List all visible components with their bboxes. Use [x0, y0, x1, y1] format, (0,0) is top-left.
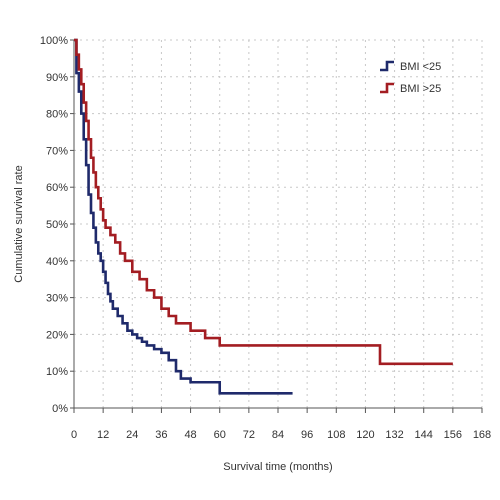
x-tick-label: 24 [126, 429, 138, 441]
y-tick-label: 60% [46, 182, 68, 194]
x-tick-label: 156 [444, 429, 462, 441]
x-tick-label: 84 [272, 429, 284, 441]
x-tick-label: 36 [155, 429, 167, 441]
x-tick-label: 144 [415, 429, 433, 441]
y-tick-label: 40% [46, 256, 68, 268]
legend: BMI <25 BMI >25 [380, 60, 441, 95]
x-tick-label: 120 [356, 429, 374, 441]
legend-item: BMI >25 [380, 82, 441, 95]
y-tick-label: 90% [46, 72, 68, 84]
y-tick-label: 80% [46, 109, 68, 121]
x-tick-label: 96 [301, 429, 313, 441]
y-tick-label: 70% [46, 145, 68, 157]
legend-label: BMI <25 [400, 61, 441, 73]
legend-item: BMI <25 [380, 60, 441, 73]
y-tick-label: 0% [52, 403, 68, 415]
x-tick-label: 48 [184, 429, 196, 441]
y-tick-label: 30% [46, 293, 68, 305]
x-tick-label: 132 [385, 429, 403, 441]
legend-label: BMI >25 [400, 83, 441, 95]
series-lines [74, 38, 453, 395]
legend-swatch [380, 82, 394, 94]
x-tick-label: 168 [473, 429, 491, 441]
y-tick-label: 100% [40, 35, 68, 47]
y-tick-label: 50% [46, 219, 68, 231]
legend-swatch [380, 60, 394, 72]
x-tick-labels: 0 12 24 36 48 60 72 84 96 108 120 132 144 156 168 [71, 429, 491, 441]
x-tick-label: 72 [243, 429, 255, 441]
y-tick-label: 10% [46, 366, 68, 378]
series-line-bmi-under-25 [74, 38, 293, 395]
x-tick-label: 12 [97, 429, 109, 441]
axes [70, 39, 483, 413]
x-tick-label: 60 [214, 429, 226, 441]
y-tick-labels: 0% 10% 20% 30% 40% 50% 60% 70% 80% 90% 100% [40, 35, 68, 415]
x-tick-label: 0 [71, 429, 77, 441]
series-line-bmi-over-25 [74, 38, 453, 366]
y-tick-label: 20% [46, 329, 68, 341]
grid [74, 39, 483, 408]
x-axis-title: Survival time (months) [223, 461, 332, 473]
x-tick-label: 108 [327, 429, 345, 441]
y-axis-title: Cumulative survival rate [13, 165, 25, 282]
